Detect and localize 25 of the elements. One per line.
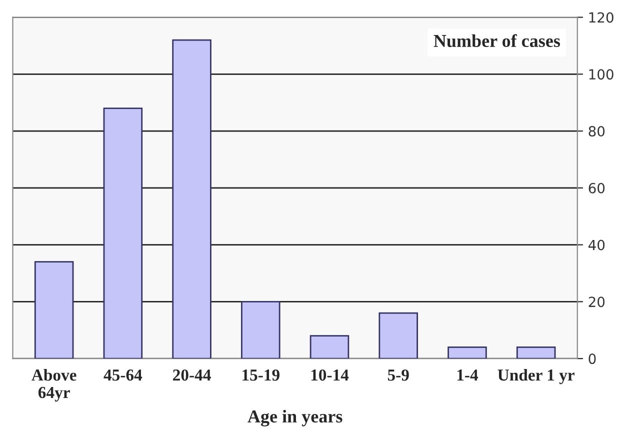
bar [378,312,418,359]
x-tick-label: 10-14 [311,369,349,381]
y-tick-label: 100 [589,69,614,80]
bar [34,261,74,359]
x-tick-label: Above 64yr [32,368,76,402]
bar [172,39,212,359]
x-tick-label: 15-19 [242,370,280,381]
text: Number of cases [434,34,560,48]
y-tick-label: 0 [588,354,596,364]
x-tick-label: 45-64 [104,370,142,381]
bar [103,108,143,359]
bar [241,300,280,359]
bar [310,335,350,359]
y-tick-label: 40 [588,240,605,250]
bar [516,346,556,359]
x-tick-label: Under 1 yr [498,368,574,384]
bar [448,346,487,359]
x-tick-label: 20-44 [173,369,211,381]
x-axis-title: Age in years [248,410,342,426]
y-tick-label: 80 [588,126,605,137]
y-tick-label: 120 [589,12,614,23]
x-tick-label: 1-4 [457,370,478,381]
y-tick-label: 20 [588,296,605,308]
x-tick-label: 5-9 [388,370,409,381]
y-tick-label: 60 [588,182,605,194]
